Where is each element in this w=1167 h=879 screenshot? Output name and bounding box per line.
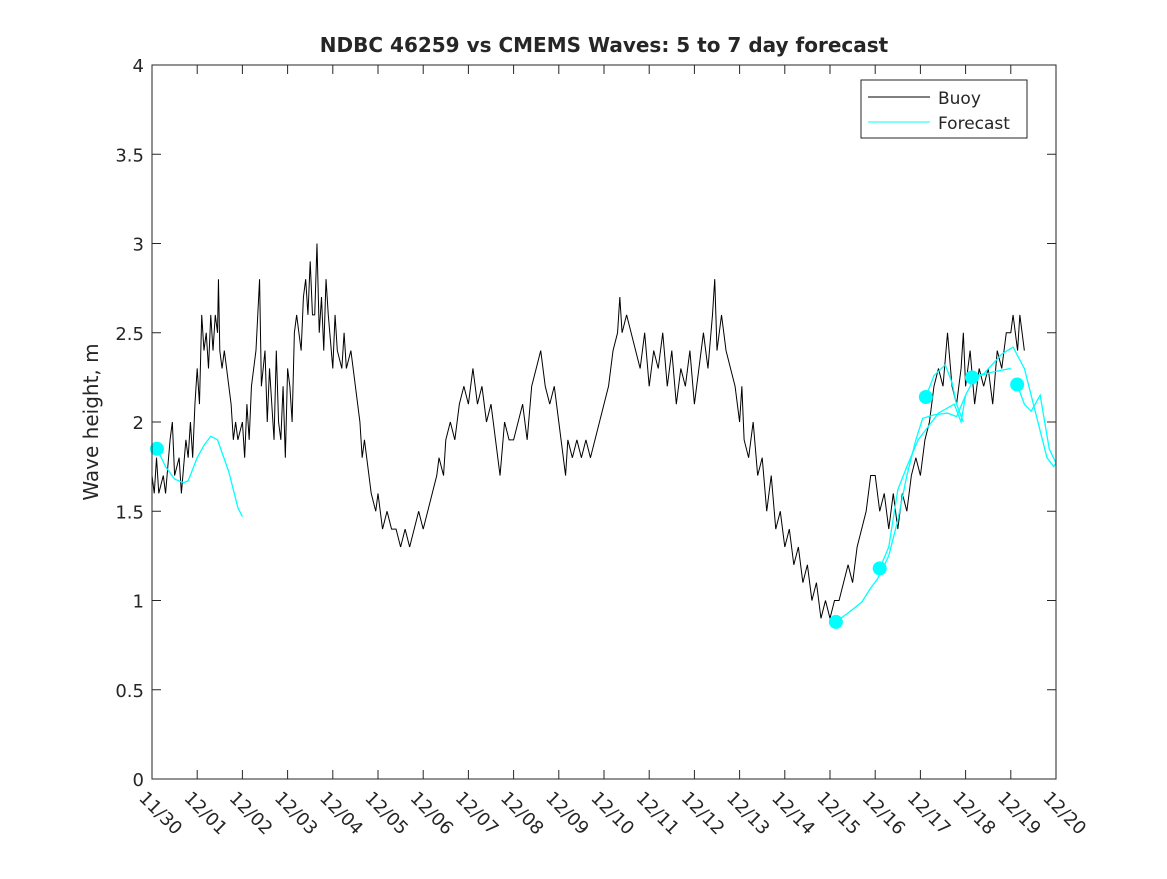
y-tick-label: 1 (133, 592, 144, 613)
legend-buoy-label: Buoy (938, 89, 981, 109)
series-layer (149, 243, 1057, 629)
forecast-line-segment (971, 346, 1057, 468)
legend-box (860, 79, 1028, 139)
chart-title: NDBC 46259 vs CMEMS Waves: 5 to 7 day fo… (320, 33, 889, 57)
forecast-start-marker (964, 370, 979, 385)
y-axis-label: Wave height, m (79, 343, 103, 500)
forecast-start-marker (872, 561, 887, 576)
y-tick-label: 3.5 (115, 145, 144, 166)
legend: Buoy Forecast (860, 79, 1028, 139)
forecast-start-marker (149, 441, 164, 456)
y-tick-label: 1.5 (115, 502, 144, 523)
y-tick-label: 2 (133, 413, 144, 434)
y-tick-label: 3 (133, 235, 144, 256)
y-tick-label: 2.5 (115, 324, 144, 345)
forecast-line-segment (156, 435, 243, 517)
forecast-line-segment (925, 363, 964, 423)
legend-forecast-label: Forecast (938, 114, 1010, 134)
y-tick-label: 0.5 (115, 681, 144, 702)
forecast-start-marker (828, 614, 843, 629)
forecast-start-marker (1010, 377, 1025, 392)
forecast-line-segment (835, 394, 967, 623)
forecast-start-marker (918, 390, 933, 405)
buoy-line (151, 243, 1025, 619)
forecast-line-segment (1016, 384, 1057, 464)
y-tick-label: 4 (133, 56, 144, 77)
y-tick-label: 0 (133, 770, 144, 791)
